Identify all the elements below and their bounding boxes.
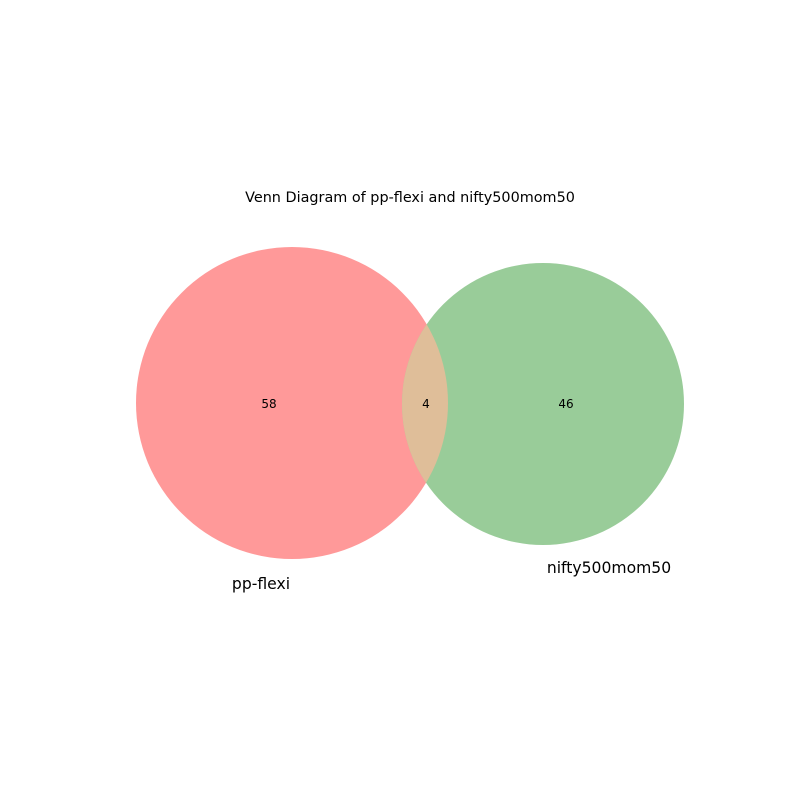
set-label-nifty500mom50: nifty500mom50 [547,559,671,577]
count-pp-flexi-only: 58 [261,397,276,411]
count-nifty500mom50-only: 46 [558,397,573,411]
set-label-pp-flexi: pp-flexi [232,575,290,593]
set-circle-pp-flexi [136,247,448,559]
diagram-title: Venn Diagram of pp-flexi and nifty500mom… [245,190,575,206]
count-intersection: 4 [422,397,430,411]
set-circle-nifty500mom50 [402,263,684,545]
